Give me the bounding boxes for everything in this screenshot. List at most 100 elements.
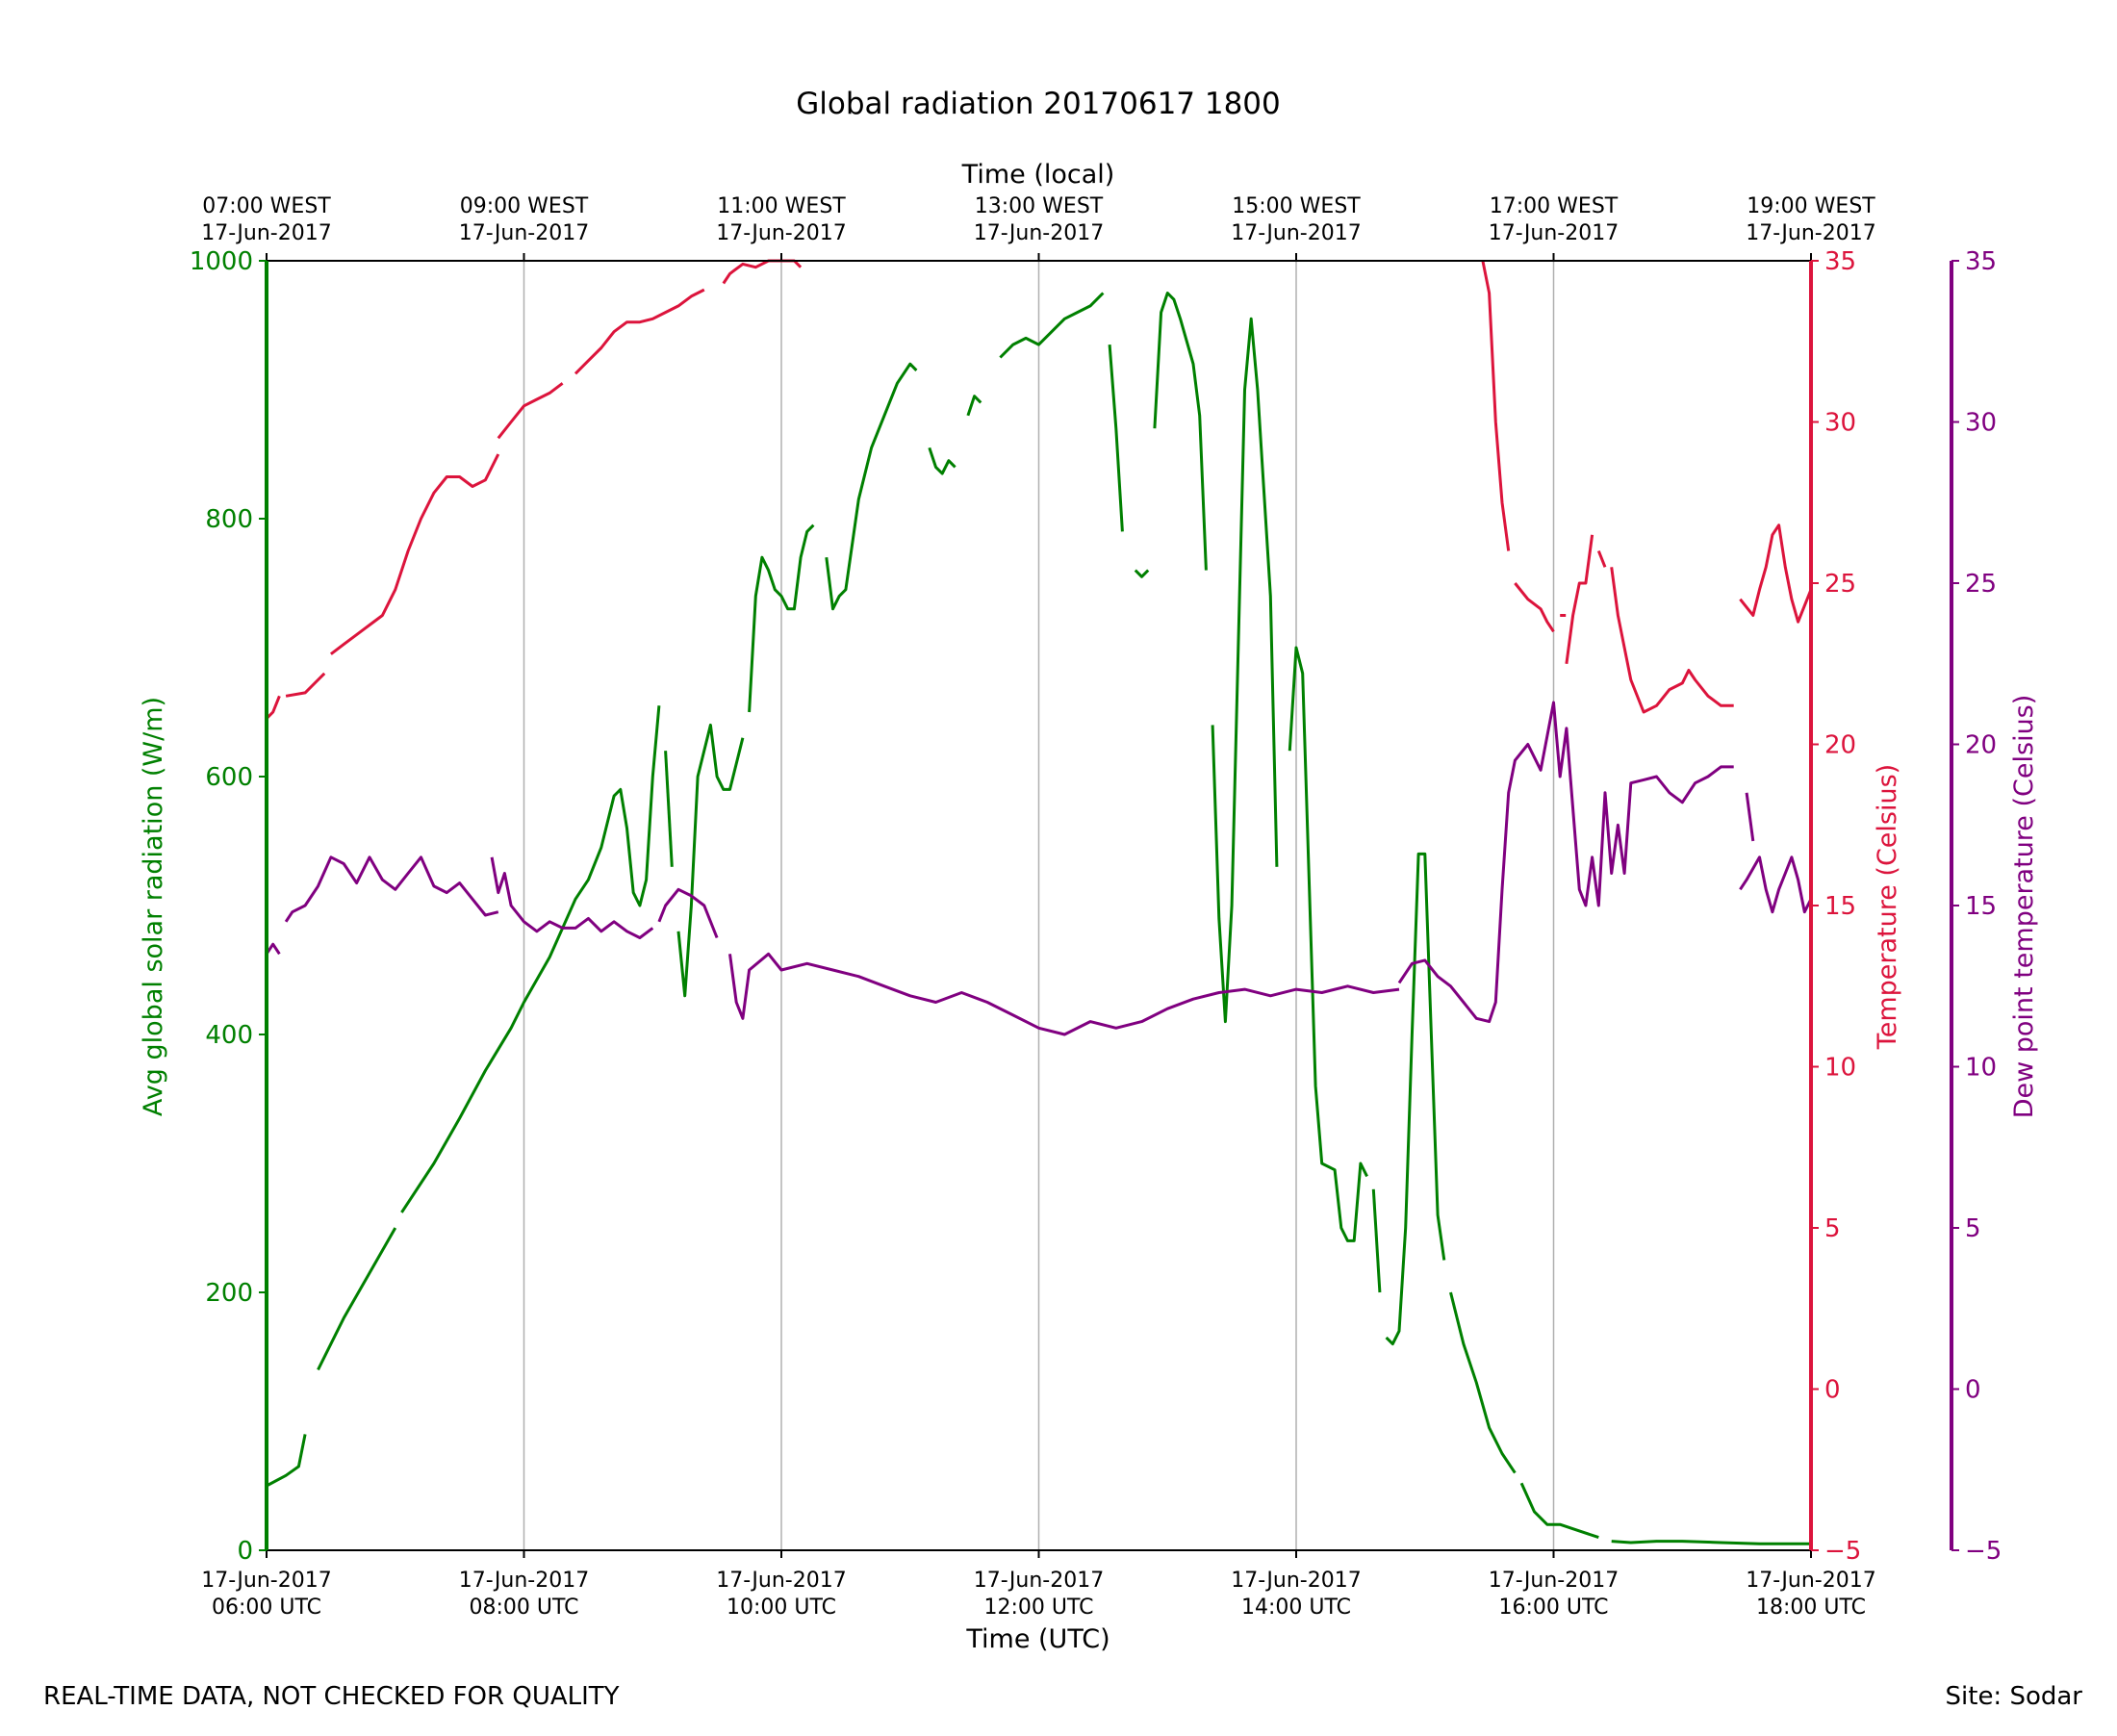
series-y2-segment-10 — [1596, 549, 1607, 568]
series-y-segment-8 — [966, 395, 982, 417]
series-y-segment-14 — [1288, 646, 1368, 1242]
series-y-segment-4 — [676, 723, 745, 998]
y3-tick-label-6: 25 — [1965, 570, 1997, 599]
x-tick-label-time-6: 18:00 UTC — [1756, 1596, 1866, 1620]
series-y3-segment-4 — [728, 952, 1400, 1036]
y2-tick-label-1: 0 — [1824, 1376, 1841, 1405]
y2-tick-label-3: 10 — [1824, 1054, 1856, 1083]
x2-tick-label-time-0: 07:00 WEST — [202, 194, 331, 218]
y2-tick-label-7: 30 — [1824, 409, 1856, 438]
series-y2-segment-2 — [329, 453, 500, 655]
series-y2-segment-9 — [1565, 534, 1594, 664]
y-tick-label-5: 1000 — [190, 247, 253, 276]
x2-tick-label-time-5: 17:00 WEST — [1490, 194, 1619, 218]
y2-axis-label: Temperature (Celsius) — [1873, 764, 1902, 1050]
series-y-segment-0 — [266, 1434, 307, 1488]
series-y-segment-11 — [1134, 569, 1150, 578]
series-y2-segment-6 — [1481, 260, 1511, 551]
x-tick-label-date-2: 17-Jun-2017 — [716, 1569, 846, 1593]
series-y-segment-3 — [664, 751, 674, 867]
x-tick-label-time-2: 10:00 UTC — [727, 1596, 836, 1620]
series-y2-segment-12 — [1739, 523, 1813, 624]
y-tick-label-3: 600 — [205, 763, 253, 792]
y3-tick-label-5: 20 — [1965, 731, 1997, 760]
series-y2-segment-1 — [285, 672, 326, 698]
y2-tick-label-6: 25 — [1824, 570, 1856, 599]
series-y2-segment-3 — [497, 382, 564, 440]
x-tick-label-date-5: 17-Jun-2017 — [1489, 1569, 1619, 1593]
x2-tick-label-date-6: 17-Jun-2017 — [1746, 221, 1875, 245]
x2-tick-label-time-3: 13:00 WEST — [975, 194, 1104, 218]
series-y-segment-1 — [317, 1227, 397, 1371]
y3-tick-label-7: 30 — [1965, 409, 1997, 438]
x2-tick-label-date-5: 17-Jun-2017 — [1489, 221, 1619, 245]
y3-tick-label-1: 0 — [1965, 1376, 1981, 1405]
series-y2-segment-0 — [265, 695, 281, 720]
y3-tick-label-0: −5 — [1965, 1537, 2002, 1566]
x2-tick-label-date-0: 17-Jun-2017 — [201, 221, 331, 245]
x-tick-label-time-3: 12:00 UTC — [983, 1596, 1093, 1620]
x2-tick-label-time-1: 09:00 WEST — [460, 194, 589, 218]
series-y-segment-15 — [1371, 1188, 1382, 1293]
series-y-segment-17 — [1449, 1291, 1517, 1474]
series-y-segment-19 — [1611, 1540, 1811, 1545]
y3-tick-label-8: 35 — [1965, 247, 1997, 276]
series-y-segment-13 — [1211, 317, 1279, 1024]
series-y-segment-9 — [999, 292, 1105, 359]
y3-tick-label-2: 5 — [1965, 1214, 1981, 1243]
x-tick-label-time-4: 14:00 UTC — [1241, 1596, 1351, 1620]
x-tick-label-date-6: 17-Jun-2017 — [1746, 1569, 1875, 1593]
y3-axis-label: Dew point temperature (Celsius) — [2009, 695, 2039, 1119]
x-tick-label-date-1: 17-Jun-2017 — [459, 1569, 589, 1593]
y-tick-label-1: 200 — [205, 1279, 253, 1308]
y2-tick-label-5: 20 — [1824, 731, 1856, 760]
axes: 17-Jun-2017 06:00 UTC 17-Jun-2017 08:00 UTC… — [190, 194, 2002, 1620]
series-y-segment-5 — [748, 523, 815, 713]
series-y-segment-16 — [1385, 852, 1446, 1346]
x-tick-label-date-3: 17-Jun-2017 — [974, 1569, 1104, 1593]
series-y3-segment-0 — [265, 942, 281, 956]
x-tick-label-time-5: 16:00 UTC — [1498, 1596, 1608, 1620]
y2-tick-label-2: 5 — [1824, 1214, 1841, 1243]
series-y-segment-12 — [1153, 292, 1208, 571]
y2-tick-label-8: 35 — [1824, 247, 1856, 276]
y3-tick-label-3: 10 — [1965, 1054, 1997, 1083]
series-y2-segment-7 — [1514, 582, 1555, 633]
y3-tick-label-4: 15 — [1965, 892, 1997, 921]
series — [265, 259, 1813, 1545]
y-tick-label-0: 0 — [237, 1537, 253, 1566]
y-axis-label: Avg global solar radiation (W/m) — [139, 697, 168, 1116]
grid — [523, 261, 1555, 1550]
x-tick-label-time-0: 06:00 UTC — [212, 1596, 321, 1620]
series-y-segment-6 — [825, 362, 918, 611]
x2-tick-label-time-2: 11:00 WEST — [717, 194, 846, 218]
series-y3-segment-7 — [1739, 855, 1813, 914]
y-tick-label-4: 800 — [205, 505, 253, 534]
x-tick-label-date-0: 17-Jun-2017 — [201, 1569, 331, 1593]
series-y3-segment-1 — [284, 855, 499, 923]
series-y2-segment-4 — [574, 288, 705, 375]
site-label: Site: Sodar — [1945, 1682, 2082, 1711]
x2-tick-label-time-4: 15:00 WEST — [1232, 194, 1361, 218]
series-y3-segment-6 — [1745, 792, 1755, 842]
x-tick-label-time-1: 08:00 UTC — [469, 1596, 578, 1620]
x2-tick-label-date-3: 17-Jun-2017 — [974, 221, 1104, 245]
x2-tick-label-time-6: 19:00 WEST — [1747, 194, 1875, 218]
y2-tick-label-0: −5 — [1824, 1537, 1861, 1566]
x2-tick-label-date-2: 17-Jun-2017 — [716, 221, 846, 245]
series-y-segment-18 — [1519, 1482, 1599, 1540]
y2-tick-label-4: 15 — [1824, 892, 1856, 921]
series-y3-segment-2 — [490, 856, 654, 939]
series-y-segment-7 — [928, 447, 956, 475]
chart-title: Global radiation 20170617 1800 — [796, 87, 1281, 121]
series-y-segment-2 — [400, 705, 661, 1213]
x-tick-label-date-4: 17-Jun-2017 — [1231, 1569, 1361, 1593]
series-y2-segment-11 — [1610, 567, 1734, 714]
x2-tick-label-date-1: 17-Jun-2017 — [459, 221, 589, 245]
y-tick-label-2: 400 — [205, 1021, 253, 1050]
series-y-segment-10 — [1108, 344, 1124, 532]
series-y2-segment-5 — [722, 259, 803, 285]
series-y3-segment-3 — [657, 887, 719, 939]
x2-tick-label-date-4: 17-Jun-2017 — [1231, 221, 1361, 245]
